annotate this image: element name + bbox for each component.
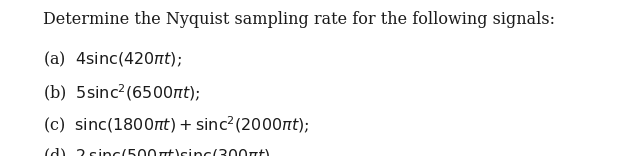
Text: Determine the Nyquist sampling rate for the following signals:: Determine the Nyquist sampling rate for …: [43, 11, 555, 28]
Text: (d)  $2\,\mathrm{sinc}(500\pi t)\mathrm{sinc}(300\pi t)$: (d) $2\,\mathrm{sinc}(500\pi t)\mathrm{s…: [43, 147, 271, 156]
Text: (a)  $4\mathrm{sinc}(420\pi t)$;: (a) $4\mathrm{sinc}(420\pi t)$;: [43, 50, 183, 69]
Text: (c)  $\mathrm{sinc}(1800\pi t)+\mathrm{sinc}^{2}(2000\pi t)$;: (c) $\mathrm{sinc}(1800\pi t)+\mathrm{si…: [43, 115, 310, 136]
Text: (b)  $5\mathrm{sinc}^{2}(6500\pi t)$;: (b) $5\mathrm{sinc}^{2}(6500\pi t)$;: [43, 83, 201, 104]
